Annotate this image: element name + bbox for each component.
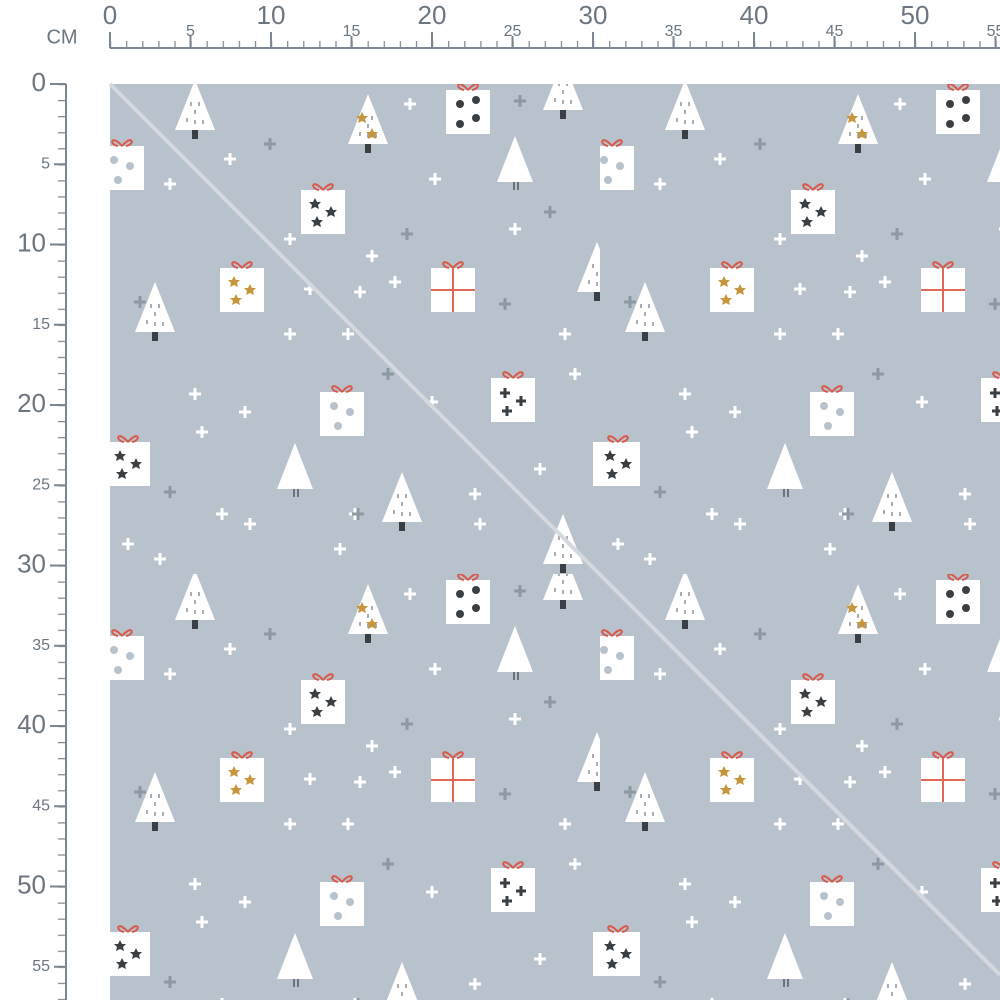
ruler-label: 30: [17, 548, 46, 578]
ruler-label: 25: [504, 23, 522, 40]
ruler-label: 40: [740, 0, 769, 30]
ruler-label: 55: [32, 958, 50, 975]
ruler-label: 10: [257, 0, 286, 30]
fabric-swatch: [110, 84, 1000, 1000]
ruler-label: 55: [987, 23, 1000, 40]
ruler-label: 50: [901, 0, 930, 30]
ruler-label: 10: [17, 227, 46, 257]
ruler-label: 0: [32, 67, 46, 97]
ruler-label: 50: [17, 869, 46, 899]
ruler-label: 45: [32, 797, 50, 814]
ruler-label: 0: [103, 0, 117, 30]
ruler-label: 15: [343, 23, 361, 40]
ruler-label: 40: [17, 709, 46, 739]
ruler-label: 45: [826, 23, 844, 40]
ruler-label: 5: [41, 155, 50, 172]
ruler-label: 35: [665, 23, 683, 40]
ruler-label: 15: [32, 316, 50, 333]
unit-label: CM: [46, 26, 77, 48]
ruler-label: 30: [579, 0, 608, 30]
ruler-label: 35: [32, 637, 50, 654]
ruler-label: 20: [17, 388, 46, 418]
ruler-label: 5: [186, 23, 195, 40]
fold-line: [108, 82, 1000, 977]
ruler-minor-ticks: [56, 84, 67, 1000]
ruler-label: 20: [418, 0, 447, 30]
ruler-minor-ticks: [110, 40, 1000, 49]
ruler-label: 25: [32, 476, 50, 493]
